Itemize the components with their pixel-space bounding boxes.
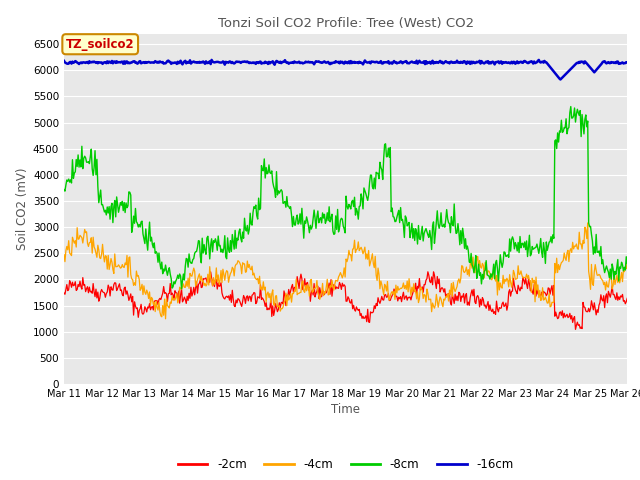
Y-axis label: Soil CO2 (mV): Soil CO2 (mV) [16, 168, 29, 250]
Text: TZ_soilco2: TZ_soilco2 [66, 38, 134, 51]
X-axis label: Time: Time [331, 403, 360, 416]
Legend: -2cm, -4cm, -8cm, -16cm: -2cm, -4cm, -8cm, -16cm [173, 454, 518, 476]
Title: Tonzi Soil CO2 Profile: Tree (West) CO2: Tonzi Soil CO2 Profile: Tree (West) CO2 [218, 17, 474, 30]
